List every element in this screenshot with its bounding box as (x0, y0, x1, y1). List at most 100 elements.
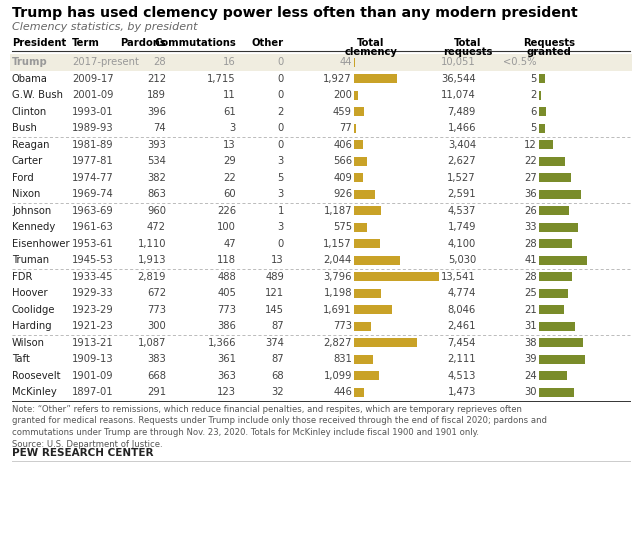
Text: 10,051: 10,051 (441, 57, 476, 67)
Bar (354, 272, 439, 281)
Text: 1,927: 1,927 (323, 74, 352, 84)
Text: 3: 3 (230, 123, 236, 133)
Text: Term: Term (72, 38, 100, 48)
Text: 189: 189 (147, 90, 166, 100)
Text: 74: 74 (154, 123, 166, 133)
Text: 396: 396 (147, 107, 166, 117)
Text: 534: 534 (147, 157, 166, 166)
Bar (539, 355, 585, 364)
Bar (539, 338, 584, 347)
Text: 13,541: 13,541 (441, 272, 476, 282)
Text: 1,527: 1,527 (447, 173, 476, 183)
Text: 212: 212 (147, 74, 166, 84)
Text: 2017-present: 2017-present (72, 57, 139, 67)
Text: 446: 446 (333, 387, 352, 397)
Text: 60: 60 (223, 190, 236, 199)
Bar (354, 206, 381, 215)
Text: Eisenhower: Eisenhower (12, 239, 70, 249)
Bar (539, 322, 575, 331)
Text: 1,187: 1,187 (323, 206, 352, 216)
Bar (539, 107, 546, 116)
Text: 200: 200 (333, 90, 352, 100)
Text: 39: 39 (524, 354, 537, 364)
Bar (539, 74, 545, 83)
Bar (354, 388, 364, 397)
Text: 145: 145 (265, 305, 284, 315)
Text: 30: 30 (525, 387, 537, 397)
Text: 2009-17: 2009-17 (72, 74, 114, 84)
Text: 226: 226 (217, 206, 236, 216)
Text: 1913-21: 1913-21 (72, 338, 114, 348)
Bar (354, 157, 367, 166)
Text: 672: 672 (147, 288, 166, 299)
Bar (539, 206, 570, 215)
Text: 2001-09: 2001-09 (72, 90, 113, 100)
Text: 2: 2 (278, 107, 284, 117)
Text: 488: 488 (217, 272, 236, 282)
Bar (354, 173, 363, 182)
Text: 0: 0 (278, 239, 284, 249)
Text: <0.5%: <0.5% (504, 57, 537, 67)
Text: 1,466: 1,466 (447, 123, 476, 133)
Text: requests: requests (444, 47, 493, 57)
Text: 13: 13 (223, 140, 236, 150)
Text: Trump has used clemency power less often than any modern president: Trump has used clemency power less often… (12, 6, 578, 20)
Text: 3: 3 (278, 157, 284, 166)
Text: 123: 123 (217, 387, 236, 397)
Text: 1969-74: 1969-74 (72, 190, 114, 199)
Text: Roosevelt: Roosevelt (12, 371, 61, 381)
Text: 405: 405 (217, 288, 236, 299)
Text: Harding: Harding (12, 321, 52, 331)
Bar (354, 190, 375, 199)
Text: 11,074: 11,074 (441, 90, 476, 100)
Bar (354, 355, 372, 364)
Bar (539, 388, 574, 397)
Text: 13: 13 (271, 255, 284, 266)
Text: Trump: Trump (12, 57, 48, 67)
Text: 773: 773 (147, 305, 166, 315)
Text: 291: 291 (147, 387, 166, 397)
Text: 1921-23: 1921-23 (72, 321, 114, 331)
Text: 382: 382 (147, 173, 166, 183)
Text: 1989-93: 1989-93 (72, 123, 114, 133)
Text: 31: 31 (524, 321, 537, 331)
Bar (539, 91, 541, 100)
Text: President: President (12, 38, 67, 48)
Text: 87: 87 (271, 354, 284, 364)
Text: 1963-69: 1963-69 (72, 206, 114, 216)
Bar (354, 140, 363, 149)
Text: 7,489: 7,489 (447, 107, 476, 117)
Text: 100: 100 (217, 222, 236, 232)
Text: 566: 566 (333, 157, 352, 166)
Text: 459: 459 (333, 107, 352, 117)
Text: 29: 29 (223, 157, 236, 166)
Text: 575: 575 (333, 222, 352, 232)
Text: Obama: Obama (12, 74, 48, 84)
Text: Coolidge: Coolidge (12, 305, 56, 315)
Text: Hoover: Hoover (12, 288, 47, 299)
Text: 1,087: 1,087 (138, 338, 166, 348)
Text: 22: 22 (223, 173, 236, 183)
Text: Total: Total (357, 38, 384, 48)
Bar (539, 124, 545, 133)
Text: 27: 27 (524, 173, 537, 183)
Bar (539, 190, 581, 199)
Text: 1,099: 1,099 (323, 371, 352, 381)
Text: 41: 41 (524, 255, 537, 266)
Text: 3: 3 (278, 222, 284, 232)
Text: McKinley: McKinley (12, 387, 57, 397)
Text: 472: 472 (147, 222, 166, 232)
Text: 1,110: 1,110 (138, 239, 166, 249)
Text: Nixon: Nixon (12, 190, 40, 199)
Text: 1,913: 1,913 (138, 255, 166, 266)
Text: 773: 773 (217, 305, 236, 315)
Text: 4,100: 4,100 (448, 239, 476, 249)
Text: 33: 33 (525, 222, 537, 232)
Text: 1909-13: 1909-13 (72, 354, 114, 364)
Text: Taft: Taft (12, 354, 30, 364)
Text: 32: 32 (271, 387, 284, 397)
Bar (354, 222, 367, 232)
Text: 12: 12 (524, 140, 537, 150)
Text: G.W. Bush: G.W. Bush (12, 90, 63, 100)
Text: 11: 11 (223, 90, 236, 100)
